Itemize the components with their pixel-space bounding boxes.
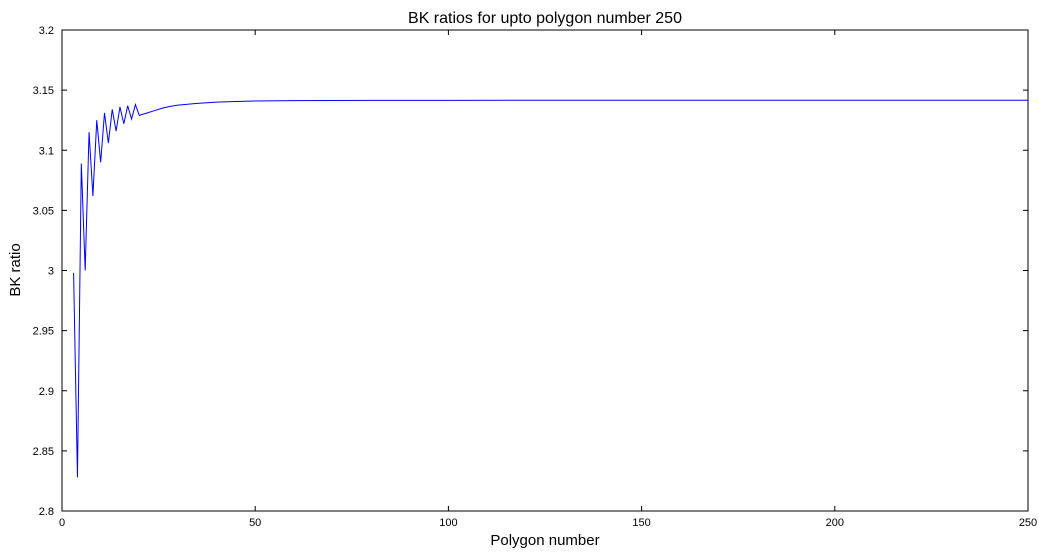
y-tick-label: 2.8 [39,506,54,518]
y-tick-label: 3.15 [33,85,54,97]
y-tick-label: 2.85 [33,446,54,458]
y-tick-label: 2.9 [39,386,54,398]
series-layer [73,99,1028,478]
x-tick-label: 200 [826,517,844,529]
y-tick-label: 2.95 [33,326,54,338]
x-tick-label: 150 [632,517,650,529]
chart-title: BK ratios for upto polygon number 250 [408,10,682,27]
x-axis: 0 50 100 150 200 250 [59,30,1037,529]
y-tick-label: 3.1 [39,145,54,157]
x-tick-label: 0 [59,517,65,529]
series-line [73,99,1028,478]
x-tick-label: 50 [249,517,261,529]
y-tick-label: 3 [48,266,54,278]
y-tick-label: 3.05 [33,205,54,217]
x-tick-label: 100 [439,517,457,529]
y-tick-label: 3.2 [39,25,54,37]
y-axis: 2.8 2.85 2.9 2.95 3 3.05 3.1 3.15 3.2 [33,25,1028,518]
x-tick-label: 250 [1019,517,1037,529]
x-axis-label: Polygon number [490,532,599,549]
y-axis-label: BK ratio [7,243,24,296]
